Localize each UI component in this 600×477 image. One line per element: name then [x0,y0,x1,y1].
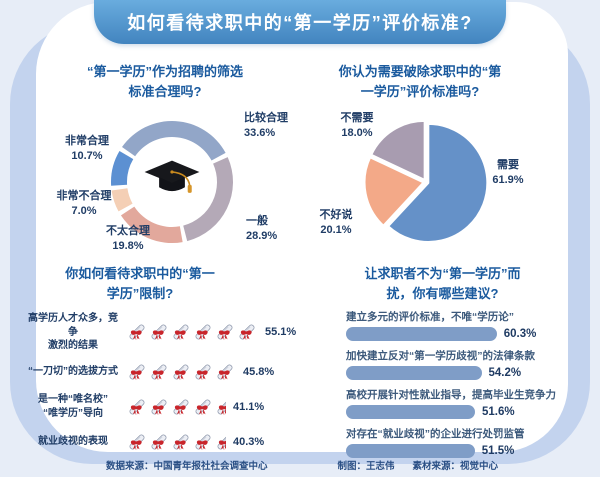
diploma-icon [148,396,170,418]
diploma-icon [126,396,148,418]
donut-chart-panel: “第一学历”作为招聘的筛选 标准合理吗? 比较合理 33.6% 一般 28.9% … [40,58,300,258]
graduation-cap-icon [144,160,200,193]
donut-segment-比较合理 [122,120,226,161]
diploma-icon [170,396,192,418]
bar-item-label: 高校开展针对性就业指导，提高毕业生竞争力 [346,389,556,401]
bar-chart-panel: 让求职者不为“第一学历”而 扰，你有哪些建议? 建立多元的评价标准，不唯“学历论”… [300,260,570,458]
bar-item-label: 建立多元的评价标准，不唯“学历论” [346,311,514,323]
donut-label-bijiaoheli: 比较合理 33.6% [244,112,288,139]
donut-chart [111,120,233,243]
footer-material-source: 素材来源：视觉中心 [412,460,499,472]
diploma-icon [170,361,192,383]
footer-author: 制图：王志伟 [337,460,395,472]
bar-item-label: 加快建立反对“第一学历歧视”的法律条款 [346,350,535,362]
footer: 数据来源：中国青年报社社会调查中心 制图：王志伟 素材来源：视觉中心 [36,452,568,477]
pie-slice-需要 [387,122,489,243]
pictogram-rows: 高学历人才众多，竞争 激烈的结果 [20,312,296,461]
pictogram-row-label: 是一种“唯名校” “唯学历”导向 [38,394,108,419]
pictogram-icon-strip [126,431,226,453]
diploma-icon [126,321,148,343]
diploma-icon [126,361,148,383]
diploma-icon [148,361,170,383]
pictogram-row-label: 高学历人才众多，竞争 激烈的结果 [28,313,118,351]
pie-chart [363,119,489,243]
bar-fill [346,327,497,341]
donut-label-butaiheli: 不太合理 19.8% [106,225,150,252]
bar-chart-items: 建立多元的评价标准，不唯“学历论” 60.3% 加快建立反对“第一学历歧视”的法律条… [346,309,566,465]
pie-label-xuyao: 需要 61.9% [492,159,524,186]
pictogram-row-label: “一刀切”的选拔方式 [28,365,118,377]
pictogram-row-value: 55.1% [265,326,297,339]
diploma-icon [170,431,192,453]
diploma-icon [192,361,214,383]
footer-data-source: 数据来源：中国青年报社社会调查中心 [105,460,268,472]
diploma-icon [192,321,214,343]
bar-item: 对存在“就业歧视”的企业进行处罚监管 51.5% [346,426,566,458]
diploma-icon [214,321,236,343]
pictogram-chart-heading: 你如何看待求职中的“第一 学历”限制? [65,266,215,301]
pie-slice-不需要 [370,119,426,181]
donut-segment-一般 [183,157,233,242]
bar-item-value: 60.3% [503,328,537,340]
bar-item: 建立多元的评价标准，不唯“学历论” 60.3% [346,309,566,341]
donut-segment-非常不合理 [111,188,133,212]
bar-row: 60.3% [346,327,566,341]
pictogram-row: 是一种“唯名校” “唯学历”导向 [20,391,296,423]
pictogram-row: 高学历人才众多，竞争 激烈的结果 [20,312,296,353]
bar-item-value: 51.6% [482,406,515,418]
pictogram-row-value: 45.8% [243,365,275,378]
donut-label-yiban: 一般 28.9% [246,215,278,242]
bar-item-label: 对存在“就业歧视”的企业进行处罚监管 [346,428,525,440]
bar-fill [346,405,475,419]
bar-item-value: 54.2% [488,367,522,379]
bar-row: 54.2% [346,366,566,380]
bar-item: 加快建立反对“第一学历歧视”的法律条款 54.2% [346,348,566,380]
pictogram-icon-strip [126,396,226,418]
page-title: 如何看待求职中的“第一学历”评价标准? [127,13,473,33]
pictogram-row-value: 41.1% [233,400,265,413]
bar-item-value: 51.5% [481,445,515,457]
pie-chart-panel: 你认为需要破除求职中的“第 一学历”评价标准吗? 需要 61.9% 不好说 20.… [300,58,566,258]
pie-slice-不好说 [363,156,425,227]
pie-label-buhaoshuo: 不好说 20.1% [319,209,353,236]
pictogram-row: 就业歧视的表现 [20,426,296,458]
bar-fill [346,444,475,458]
bar-row: 51.5% [346,444,566,458]
donut-label-feichangheli: 非常合理 10.7% [65,135,109,162]
bar-chart-heading: 让求职者不为“第一学历”而 扰，你有哪些建议? [364,266,521,301]
bar-fill [346,366,482,380]
donut-segment-不太合理 [120,206,183,243]
pie-label-buxuyao: 不需要 18.0% [340,112,374,139]
diploma-icon [192,396,214,418]
diploma-icon [214,361,236,383]
pictogram-icon-strip [126,321,258,343]
pictogram-row-value: 40.3% [233,435,265,448]
title-bar: 如何看待求职中的“第一学历”评价标准? [94,0,506,44]
donut-chart-heading: “第一学历”作为招聘的筛选 标准合理吗? [86,64,243,99]
bar-item: 高校开展针对性就业指导，提高毕业生竞争力 51.6% [346,387,566,419]
diploma-icon [192,431,214,453]
diploma-icon-partial [214,396,226,418]
diploma-icon [236,321,258,343]
diploma-icon [148,321,170,343]
pictogram-chart-panel: 你如何看待求职中的“第一 学历”限制? 高学历人才众多，竞争 激烈的结果 [20,260,296,452]
diploma-icon [126,431,148,453]
diploma-icon [170,321,192,343]
diploma-icon [148,431,170,453]
diploma-icon-partial [214,431,226,453]
bar-row: 51.6% [346,405,566,419]
pie-chart-heading: 你认为需要破除求职中的“第 一学历”评价标准吗? [338,64,502,99]
donut-label-feichangbuheli: 非常不合理 7.0% [56,190,112,217]
pictogram-row-label: 就业歧视的表现 [38,435,108,447]
pictogram-row: “一刀切”的选拔方式 [20,356,296,388]
pictogram-icon-strip [126,361,236,383]
donut-segment-非常合理 [111,150,134,186]
